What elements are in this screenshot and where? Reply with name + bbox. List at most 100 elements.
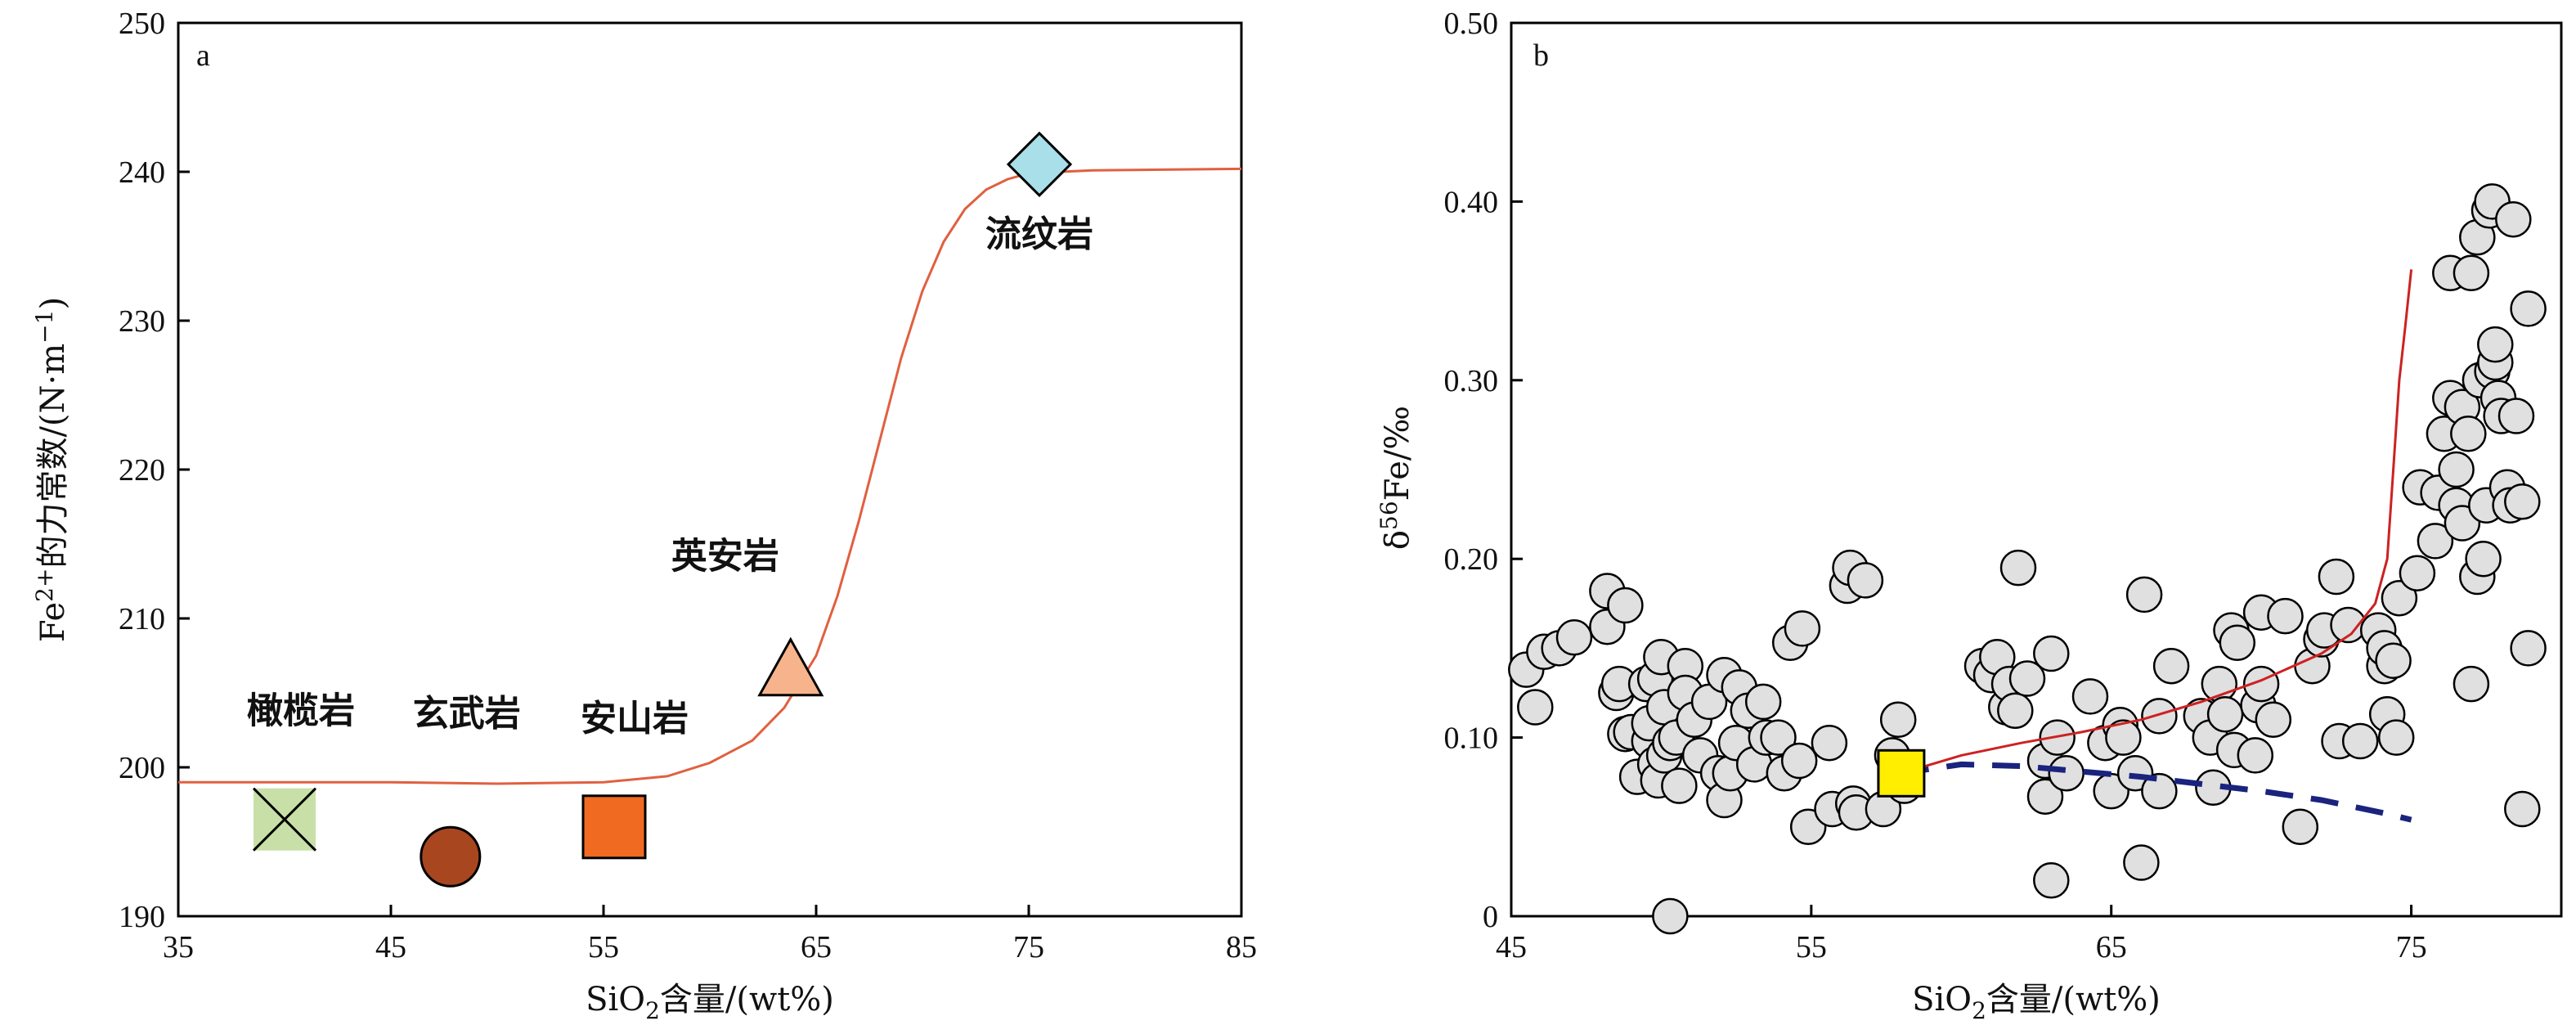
data-point [1760,719,1797,756]
panel-a-ticks: 35 45 55 65 75 85 190 200 210 220 230 240 250 [119,7,1257,964]
data-point [2237,737,2274,774]
data-point [1661,767,1698,804]
data-point [2141,772,2178,810]
data-point [2438,451,2475,488]
y-tick-label: 0.40 [1444,185,1499,219]
rock-label: 流纹岩 [985,214,1093,255]
y-tick-label: 0.50 [1444,7,1499,41]
red-trend-curve [1901,269,2413,775]
x-tick-label: 65 [801,930,832,964]
data-point [2071,678,2109,715]
rock-label: 玄武岩 [413,693,521,735]
rock-point-triangle: 英安岩 [671,536,824,697]
data-point [2375,642,2412,679]
data-point [2141,698,2178,735]
data-point [2381,579,2418,617]
panel-b-label: b [1533,38,1549,73]
panel-a-x-axis-title: SiO2含量/(wt%) [586,981,834,1024]
x-tick-label: 55 [1796,930,1827,964]
data-point [2477,326,2514,363]
data-point [2497,398,2535,434]
y-tick-label: 220 [119,453,165,488]
x-tick-label: 75 [2396,930,2427,964]
data-point [2504,790,2541,828]
data-point [2206,695,2244,733]
data-point [1997,692,2034,730]
data-point [2048,755,2085,792]
data-point [1555,619,1593,656]
panel-b-points [1508,183,2547,935]
rock-label: 安山岩 [581,698,689,740]
data-point [2125,576,2163,614]
data-point [2282,808,2319,846]
x-tick-label: 75 [1013,930,1044,964]
data-point [1847,562,1884,599]
panel-b-y-axis-title: δ56Fe/‰ [1376,406,1416,550]
data-point [2453,665,2490,703]
triangle-marker [757,636,824,697]
data-point [1811,724,1848,762]
data-point [2318,558,2355,596]
circle-marker [420,825,482,888]
data-point [2377,719,2415,756]
highlight-square-marker [1877,749,1926,798]
data-point [1744,683,1782,721]
panel-a: 35 45 55 65 75 85 190 200 210 220 230 240 250 橄榄岩 玄武岩… [31,7,1257,1024]
data-point [2450,416,2487,452]
panel-b-ticks: 45 55 65 75 0 0.10 0.20 0.30 0.40 0.50 [1444,7,2427,964]
data-point [2465,540,2502,578]
data-point [1999,549,2037,587]
data-point [2510,630,2547,667]
data-point [1780,742,1818,780]
cross-line [252,787,317,852]
square-marker [581,794,647,860]
data-point [2008,660,2046,697]
panel-a-label: a [196,38,210,73]
x-tick-label: 45 [375,930,406,964]
panel-b-frame [1510,21,2563,918]
rock-point-square: 安山岩 [581,698,689,860]
panel-a-y-axis-title: Fe2+的力常数/(N·m−1) [31,297,72,642]
panel-a-points: 橄榄岩 玄武岩 安山岩 英安岩 流纹岩 [247,131,1093,888]
data-point [2033,862,2070,899]
panel-b-x-axis-title: SiO2含量/(wt%) [1912,981,2161,1024]
y-tick-label: 0.20 [1444,542,1499,577]
rock-label: 英安岩 [671,536,779,578]
data-point [1517,689,1554,726]
data-point [1607,587,1644,624]
data-point [2255,701,2292,739]
data-point [2453,254,2490,292]
x-tick-label: 65 [2096,930,2127,964]
data-point [2495,200,2532,238]
y-tick-label: 190 [119,900,165,934]
data-point [2026,778,2064,815]
x-tick-label: 45 [1496,930,1527,964]
x-tick-label: 55 [588,930,619,964]
panel-b: 45 55 65 75 0 0.10 0.20 0.30 0.40 0.50 b SiO2含量/(… [1376,7,2563,1024]
data-point [2152,647,2190,685]
y-tick-label: 0.10 [1444,722,1499,756]
data-point [2399,555,2436,591]
x-tick-label: 85 [1226,930,1257,964]
y-tick-label: 240 [119,155,165,190]
data-point [2341,722,2379,760]
data-point [1784,610,1821,647]
data-point [2510,290,2547,327]
data-point [1652,897,1689,935]
y-tick-label: 0.30 [1444,364,1499,398]
y-tick-label: 0 [1483,900,1498,934]
x-tick-label: 35 [163,930,194,964]
trend-curve [178,167,1242,785]
data-point [2417,523,2454,560]
data-point [1879,701,1917,739]
panel-b-curve-layer [1877,269,2413,823]
data-point [2504,483,2541,520]
rock-point-diamond: 流纹岩 [985,131,1093,255]
diamond-marker [1006,131,1073,198]
data-point [2033,635,2070,672]
data-point [2123,844,2160,881]
y-tick-label: 200 [119,751,165,785]
data-point [2267,597,2304,635]
rock-point-box-x: 橄榄岩 [247,690,355,852]
